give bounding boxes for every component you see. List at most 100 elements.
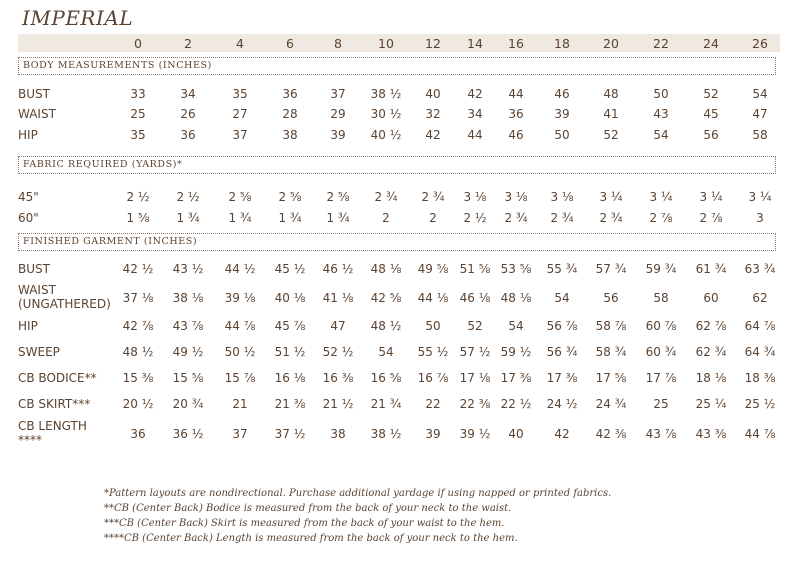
value-cell: 58 bbox=[653, 291, 669, 305]
value-cell: 3 ¼ bbox=[599, 190, 623, 204]
value-cell: 38 ½ bbox=[370, 427, 402, 441]
value-cell: 43 ⅞ bbox=[172, 319, 204, 333]
size-header: 18 bbox=[554, 36, 570, 51]
value-cell: 60 ¾ bbox=[645, 345, 677, 359]
size-header: 14 bbox=[467, 36, 483, 51]
value-cell: 2 ¾ bbox=[374, 190, 398, 204]
value-cell: 40 bbox=[508, 427, 524, 441]
row-label: WAIST (UNGATHERED) bbox=[18, 283, 111, 311]
value-cell: 56 ⅞ bbox=[546, 319, 578, 333]
size-header: 24 bbox=[703, 36, 719, 51]
row-body-bust: BUST 33 34 35 36 37 38 ½ 40 42 44 46 48 50 52 54 bbox=[0, 87, 800, 117]
value-cell: 1 ¾ bbox=[176, 211, 200, 225]
value-cell: 46 ⅛ bbox=[459, 291, 491, 305]
value-cell: 41 bbox=[603, 107, 619, 121]
value-cell: 52 bbox=[603, 128, 619, 142]
value-cell: 58 ⅞ bbox=[595, 319, 627, 333]
row-label: 60" bbox=[18, 211, 39, 226]
row-label-text: WAIST bbox=[18, 283, 56, 297]
footnote: **CB (Center Back) Bodice is measured fr… bbox=[104, 503, 512, 514]
value-cell: 20 ¾ bbox=[172, 397, 204, 411]
value-cell: 53 ⅝ bbox=[500, 262, 532, 276]
value-cell: 44 ⅞ bbox=[744, 427, 776, 441]
value-cell: 1 ¾ bbox=[326, 211, 350, 225]
section-fabric-required: FABRIC REQUIRED (YARDS)* bbox=[18, 156, 776, 174]
row-finished-waist: WAIST (UNGATHERED) 37 ⅛ 38 ⅛ 39 ⅛ 40 ⅛ 41 ⅛ 42 … bbox=[0, 283, 800, 313]
value-cell: 48 bbox=[603, 87, 619, 101]
value-cell: 44 bbox=[467, 128, 483, 142]
row-body-hip: HIP 35 36 37 38 39 40 ½ 42 44 46 50 52 54 56 58 bbox=[0, 128, 800, 158]
value-cell: 15 ⅝ bbox=[172, 371, 204, 385]
value-cell: 54 bbox=[554, 291, 570, 305]
row-fabric-60: 60" 1 ⅝ 1 ¾ 1 ¾ 1 ¾ 1 ¾ 2 2 2 ½ 2 ¾ 2 ¾ 2 ¾ 2 ⅞ 2 ⅞ 3 bbox=[0, 211, 800, 241]
value-cell: 3 ⅛ bbox=[463, 190, 487, 204]
value-cell: 35 bbox=[130, 128, 146, 142]
value-cell: 46 bbox=[554, 87, 570, 101]
section-title: FINISHED GARMENT (INCHES) bbox=[23, 236, 198, 247]
value-cell: 36 ½ bbox=[172, 427, 204, 441]
value-cell: 25 bbox=[130, 107, 146, 121]
value-cell: 39 ⅛ bbox=[224, 291, 256, 305]
value-cell: 43 bbox=[653, 107, 669, 121]
section-title: BODY MEASUREMENTS (INCHES) bbox=[23, 60, 212, 71]
size-header: 10 bbox=[378, 36, 394, 51]
value-cell: 42 ⅝ bbox=[370, 291, 402, 305]
value-cell: 1 ⅝ bbox=[126, 211, 150, 225]
value-cell: 64 ⅞ bbox=[744, 319, 776, 333]
row-label: CB LENGTH **** bbox=[18, 419, 87, 447]
value-cell: 57 ½ bbox=[459, 345, 491, 359]
row-label: BUST bbox=[18, 87, 50, 102]
value-cell: 18 ⅜ bbox=[744, 371, 776, 385]
size-header: 4 bbox=[236, 36, 244, 51]
value-cell: 3 bbox=[756, 211, 764, 225]
value-cell: 16 ⅝ bbox=[370, 371, 402, 385]
value-cell: 54 bbox=[378, 345, 394, 359]
row-label: CB SKIRT*** bbox=[18, 397, 90, 412]
section-finished-garment: FINISHED GARMENT (INCHES) bbox=[18, 233, 776, 251]
value-cell: 58 ¾ bbox=[595, 345, 627, 359]
value-cell: 43 ⅞ bbox=[645, 427, 677, 441]
value-cell: 30 ½ bbox=[370, 107, 402, 121]
value-cell: 54 bbox=[653, 128, 669, 142]
size-header-row: 0 2 4 6 8 10 12 14 16 18 20 22 24 26 bbox=[18, 34, 780, 52]
footnotes: *Pattern layouts are nondirectional. Pur… bbox=[104, 486, 744, 546]
value-cell: 56 ¾ bbox=[546, 345, 578, 359]
value-cell: 2 ⅝ bbox=[278, 190, 302, 204]
row-label-text: 45" bbox=[18, 190, 39, 204]
value-cell: 47 bbox=[330, 319, 346, 333]
value-cell: 44 ⅞ bbox=[224, 319, 256, 333]
chart-title: IMPERIAL bbox=[22, 6, 134, 30]
value-cell: 48 ⅛ bbox=[500, 291, 532, 305]
value-cell: 52 bbox=[703, 87, 719, 101]
value-cell: 37 ½ bbox=[274, 427, 306, 441]
value-cell: 40 bbox=[425, 87, 441, 101]
value-cell: 29 bbox=[330, 107, 346, 121]
value-cell: 47 bbox=[752, 107, 768, 121]
value-cell: 22 bbox=[425, 397, 441, 411]
value-cell: 36 bbox=[180, 128, 196, 142]
row-label: 45" bbox=[18, 190, 39, 205]
row-finished-bust: BUST 42 ½ 43 ½ 44 ½ 45 ½ 46 ½ 48 ⅛ 49 ⅝ 51 ⅝ 53 ⅝… bbox=[0, 262, 800, 292]
row-label-text: CB SKIRT*** bbox=[18, 397, 91, 411]
value-cell: 48 ½ bbox=[370, 319, 402, 333]
footnote: *Pattern layouts are nondirectional. Pur… bbox=[104, 488, 612, 499]
value-cell: 2 ⅝ bbox=[228, 190, 252, 204]
value-cell: 20 ½ bbox=[122, 397, 154, 411]
value-cell: 60 ⅞ bbox=[645, 319, 677, 333]
value-cell: 3 ⅛ bbox=[504, 190, 528, 204]
value-cell: 17 ⅝ bbox=[595, 371, 627, 385]
value-cell: 42 bbox=[425, 128, 441, 142]
value-cell: 2 ¾ bbox=[599, 211, 623, 225]
value-cell: 37 bbox=[232, 128, 248, 142]
size-header: 6 bbox=[286, 36, 294, 51]
row-label-text: HIP bbox=[18, 128, 38, 142]
value-cell: 32 bbox=[425, 107, 441, 121]
value-cell: 39 bbox=[330, 128, 346, 142]
row-label: CB BODICE** bbox=[18, 371, 97, 386]
value-cell: 44 ⅛ bbox=[417, 291, 449, 305]
value-cell: 63 ¾ bbox=[744, 262, 776, 276]
value-cell: 21 ½ bbox=[322, 397, 354, 411]
value-cell: 59 ½ bbox=[500, 345, 532, 359]
row-label-text: CB LENGTH bbox=[18, 419, 87, 433]
value-cell: 38 bbox=[330, 427, 346, 441]
